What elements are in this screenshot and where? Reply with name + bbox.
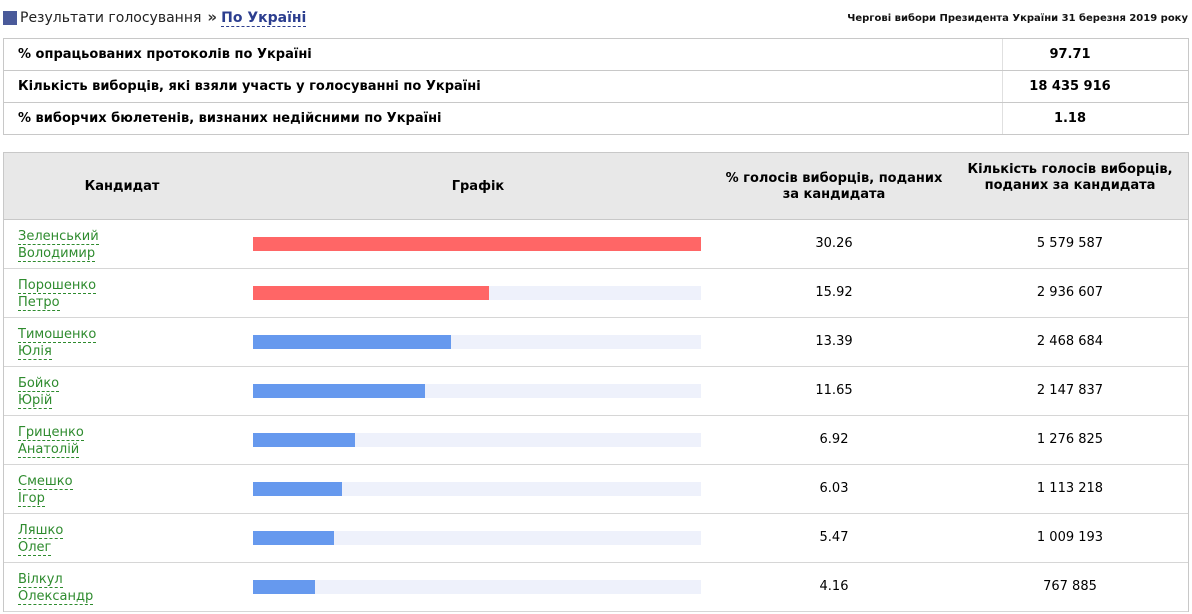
vote-count: 1 113 218 [1036,481,1104,496]
vote-bar-track [253,531,701,545]
candidate-surname[interactable]: Ляшко [18,523,64,539]
vote-bar-track [253,286,701,300]
table-row: Бойко Юрій 11.65 2 147 837 [4,367,1188,416]
summary-table: % опрацьованих протоколів по Україні 97.… [3,38,1189,135]
candidate-firstname[interactable]: Анатолій [18,442,80,458]
vote-bar [253,384,426,398]
table-row: Ляшко Олег 5.47 1 009 193 [4,514,1188,563]
candidate-link[interactable]: Зеленський Володимир [18,228,99,262]
vote-count: 2 936 607 [1036,285,1104,300]
breadcrumb: Результати голосування » По Україні [20,8,307,27]
candidate-surname[interactable]: Тимошенко [18,327,97,343]
vote-bar [253,580,315,594]
vote-bar-track [253,384,701,398]
summary-label: % виборчих бюлетенів, визнаних недійсним… [18,111,442,126]
vote-percent: 4.16 [819,579,849,594]
candidate-surname[interactable]: Гриценко [18,425,84,441]
candidate-surname[interactable]: Бойко [18,376,60,392]
column-divider [1002,71,1003,102]
vote-percent: 15.92 [815,285,853,300]
candidate-link[interactable]: Бойко Юрій [18,375,60,409]
table-row: Тимошенко Юлія 13.39 2 468 684 [4,318,1188,367]
candidate-firstname[interactable]: Олег [18,540,52,556]
vote-count: 1 276 825 [1036,432,1104,447]
vote-bar [253,433,356,447]
candidate-firstname[interactable]: Юлія [18,344,52,360]
vote-bar [253,237,701,251]
election-title: Чергові вибори Президента України 31 бер… [847,13,1188,24]
candidate-firstname[interactable]: Юрій [18,393,53,409]
summary-label: Кількість виборців, які взяли участь у г… [18,79,481,94]
vote-bar-track [253,433,701,447]
candidate-surname[interactable]: Вілкул [18,572,63,588]
vote-percent: 11.65 [815,383,853,398]
header-graph: Графік [451,179,505,194]
vote-percent: 6.03 [819,481,849,496]
candidate-firstname[interactable]: Олександр [18,589,94,605]
column-divider [1002,103,1003,134]
vote-count: 5 579 587 [1036,236,1104,251]
vote-percent: 5.47 [819,530,849,545]
vote-bar-track [253,580,701,594]
candidate-surname[interactable]: Зеленський [18,229,99,245]
vote-percent: 13.39 [815,334,853,349]
header-candidate: Кандидат [84,179,160,194]
candidate-link[interactable]: Ляшко Олег [18,522,64,556]
summary-value: 1.18 [1053,111,1087,126]
vote-count: 1 009 193 [1036,530,1104,545]
column-divider [1002,39,1003,70]
vote-count: 2 468 684 [1036,334,1104,349]
candidate-link[interactable]: Вілкул Олександр [18,571,94,605]
vote-percent: 6.92 [819,432,849,447]
vote-count: 767 885 [1043,579,1097,594]
page-header: Результати голосування » По Україні Чергов… [0,0,1192,34]
breadcrumb-root: Результати голосування [20,10,202,26]
candidate-firstname[interactable]: Петро [18,295,60,311]
vote-bar [253,482,343,496]
summary-value: 18 435 916 [1029,79,1111,94]
candidate-firstname[interactable]: Володимир [18,246,96,262]
header-count: Кількість голосів виборців, поданих за к… [967,162,1173,193]
candidate-link[interactable]: Смешко Ігор [18,473,73,507]
table-row: Зеленський Володимир 30.26 5 579 587 [4,220,1188,269]
table-row: Порошенко Петро 15.92 2 936 607 [4,269,1188,318]
breadcrumb-separator-icon: » [207,8,218,26]
vote-count: 2 147 837 [1036,383,1104,398]
candidate-link[interactable]: Тимошенко Юлія [18,326,97,360]
vote-bar [253,531,334,545]
summary-row-turnout: Кількість виборців, які взяли участь у г… [4,71,1188,103]
results-table: Кандидат Графік % голосів виборців, пода… [3,152,1189,612]
summary-row-processed: % опрацьованих протоколів по Україні 97.… [4,39,1188,71]
vote-percent: 30.26 [815,236,853,251]
candidate-surname[interactable]: Порошенко [18,278,97,294]
summary-row-invalid: % виборчих бюлетенів, визнаних недійсним… [4,103,1188,134]
vote-bar [253,286,489,300]
square-bullet-icon [3,11,17,25]
results-rows: Зеленський Володимир 30.26 5 579 587 Порошен… [4,220,1188,612]
vote-bar-track [253,482,701,496]
candidate-surname[interactable]: Смешко [18,474,73,490]
vote-bar [253,335,452,349]
candidate-link[interactable]: Гриценко Анатолій [18,424,84,458]
table-row: Вілкул Олександр 4.16 767 885 [4,563,1188,612]
summary-label: % опрацьованих протоколів по Україні [18,47,312,62]
results-header-row: Кандидат Графік % голосів виборців, пода… [4,153,1188,220]
candidate-firstname[interactable]: Ігор [18,491,45,507]
vote-bar-track [253,335,701,349]
table-row: Смешко Ігор 6.03 1 113 218 [4,465,1188,514]
table-row: Гриценко Анатолій 6.92 1 276 825 [4,416,1188,465]
breadcrumb-link-ukraine[interactable]: По Україні [221,10,307,27]
header-percent: % голосів виборців, поданих за кандидата [725,171,943,202]
candidate-link[interactable]: Порошенко Петро [18,277,97,311]
summary-value: 97.71 [1049,47,1091,62]
vote-bar-track [253,237,701,251]
